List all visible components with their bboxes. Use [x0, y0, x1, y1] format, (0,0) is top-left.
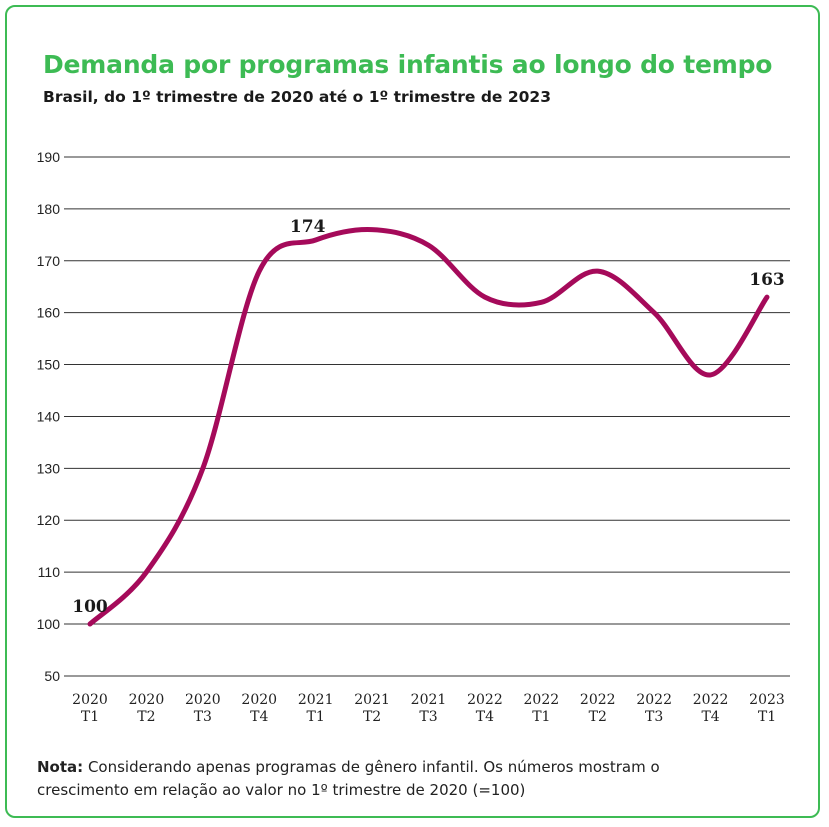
series-line [87, 227, 770, 627]
y-tick-label: 150 [37, 357, 61, 373]
y-tick-label: 160 [37, 305, 61, 321]
x-tick-year: 2021 [411, 692, 447, 708]
y-tick-label: 110 [38, 564, 61, 580]
y-tick-label: 100 [37, 616, 61, 632]
x-tick-quarter: T1 [758, 709, 776, 725]
x-tick-year: 2020 [241, 692, 277, 708]
y-tick-label: 180 [37, 201, 61, 217]
y-tick-label: 50 [44, 668, 60, 684]
x-tick-quarter: T1 [81, 709, 99, 725]
chart-subtitle: Brasil, do 1º trimestre de 2020 até o 1º… [43, 88, 551, 106]
x-tick-year: 2020 [129, 692, 165, 708]
x-tick-quarter: T4 [476, 709, 494, 725]
x-tick-quarter: T4 [701, 709, 719, 725]
x-tick-quarter: T2 [363, 709, 381, 725]
x-tick-year: 2022 [524, 692, 560, 708]
x-tick-quarter: T2 [589, 709, 607, 725]
y-tick-label: 170 [37, 253, 61, 269]
chart-card [5, 5, 820, 818]
x-tick-quarter: T3 [194, 709, 212, 725]
data-label: 163 [749, 270, 785, 290]
x-tick-quarter: T1 [532, 709, 550, 725]
y-tick-label: 140 [37, 408, 61, 424]
x-tick-quarter: T3 [419, 709, 437, 725]
note-text: Considerando apenas programas de gênero … [37, 758, 660, 799]
note-label: Nota: [37, 758, 84, 776]
y-tick-label: 130 [37, 460, 61, 476]
x-tick-quarter: T4 [250, 709, 268, 725]
x-tick-year: 2020 [185, 692, 221, 708]
x-tick-year: 2021 [354, 692, 390, 708]
x-tick-year: 2022 [580, 692, 616, 708]
x-tick-year: 2022 [636, 692, 672, 708]
x-tick-quarter: T1 [307, 709, 325, 725]
x-tick-quarter: T3 [645, 709, 663, 725]
x-tick-year: 2023 [749, 692, 785, 708]
y-tick-label: 190 [37, 149, 61, 165]
x-tick-quarter: T2 [137, 709, 155, 725]
y-tick-label: 120 [37, 512, 61, 528]
chart-title: Demanda por programas infantis ao longo … [43, 50, 773, 79]
data-label: 174 [290, 217, 326, 237]
x-tick-year: 2021 [298, 692, 334, 708]
x-tick-year: 2020 [72, 692, 108, 708]
chart-note: Nota: Considerando apenas programas de g… [37, 756, 737, 802]
data-label: 100 [72, 597, 108, 617]
x-tick-year: 2022 [693, 692, 729, 708]
x-tick-year: 2022 [467, 692, 503, 708]
